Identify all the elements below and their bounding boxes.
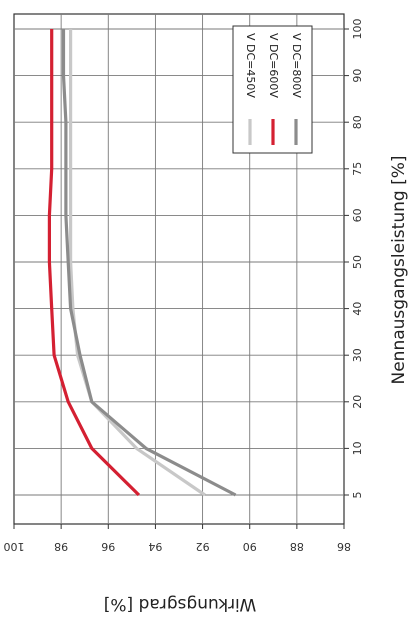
y-tick-label: 92	[196, 540, 210, 553]
legend-label: V DC=600V	[267, 33, 280, 98]
y-tick-label: 94	[148, 540, 162, 553]
x-tick-label: 80	[351, 115, 364, 129]
series-lines	[47, 29, 237, 497]
x-tick-label: 5	[351, 492, 364, 499]
y-tick-label: 88	[290, 540, 304, 553]
x-tick-label: 60	[351, 208, 364, 222]
y-axis-title: Wirkungsgrad [%]	[104, 594, 256, 614]
x-tick-label: 40	[351, 302, 364, 316]
series-line-3	[61, 29, 237, 497]
series-line-2	[47, 29, 141, 497]
y-tick-label: 90	[243, 540, 257, 553]
y-tick-label: 96	[101, 540, 115, 553]
y-tick-label: 98	[54, 540, 68, 553]
x-axis-title: Nennausgangsleistung [%]	[389, 156, 409, 385]
legend: V DC=450V V DC=600V V DC=800V	[232, 25, 313, 154]
y-tick-label: 100	[4, 540, 25, 553]
x-axis-ticks: 5 10 20 30 40 50 60 75 80 90 100	[344, 19, 364, 499]
legend-label: V DC=800V	[290, 33, 303, 98]
x-tick-label: 75	[351, 162, 364, 176]
y-tick-label: 86	[337, 540, 351, 553]
series-line-1	[68, 29, 206, 497]
y-axis-ticks: 86 88 90 92 94 96 98 100	[4, 524, 351, 553]
x-tick-label: 30	[351, 348, 364, 362]
legend-label: V DC=450V	[244, 33, 257, 98]
x-tick-label: 100	[351, 19, 364, 40]
x-tick-label: 20	[351, 395, 364, 409]
x-tick-label: 50	[351, 255, 364, 269]
x-tick-label: 10	[351, 441, 364, 455]
x-tick-label: 90	[351, 69, 364, 83]
